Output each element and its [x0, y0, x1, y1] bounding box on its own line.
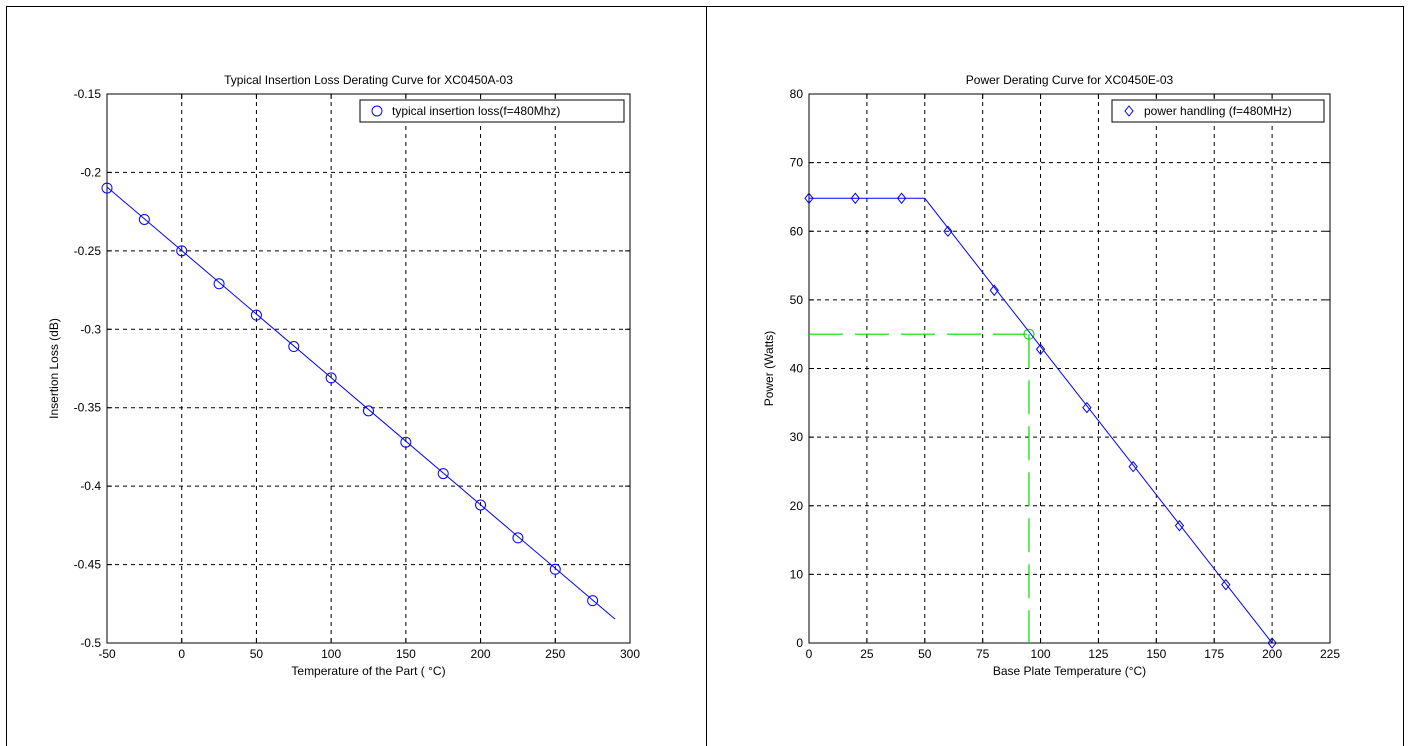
legend-marker: [371, 105, 383, 117]
y-tick-label: 30: [790, 430, 804, 444]
data-point-marker: [989, 284, 999, 297]
x-tick-label: 50: [250, 647, 264, 661]
x-tick-label: 200: [1262, 647, 1282, 661]
data-point-marker: [138, 213, 150, 225]
x-tick-label: 100: [321, 647, 341, 661]
data-point-marker: [512, 532, 524, 544]
x-tick-label: 25: [860, 647, 874, 661]
y-tick-label: 10: [790, 567, 804, 581]
legend-box: [359, 99, 625, 123]
data-point-marker: [1128, 460, 1138, 473]
data-point-marker: [850, 192, 860, 205]
power-derating-chart: Power Derating Curve for XC0450E-03 0 25 50…: [762, 73, 1340, 678]
x-tick-label: 50: [918, 647, 932, 661]
reference-point: [1023, 328, 1035, 340]
legend-label: typical insertion loss(f=480Mhz): [392, 104, 560, 118]
data-point-marker: [325, 372, 337, 384]
y-tick-label: -0.15: [74, 87, 102, 101]
x-tick-label: 200: [471, 647, 491, 661]
x-tick-label: 250: [545, 647, 565, 661]
data-point-marker: [804, 192, 814, 205]
series-line: [106, 186, 616, 620]
legend-marker: [1124, 105, 1134, 117]
x-tick-label: 150: [1146, 647, 1166, 661]
data-point-marker: [1267, 637, 1277, 649]
data-point-marker: [943, 225, 953, 238]
data-point-marker: [1174, 519, 1185, 532]
data-point-marker: [896, 192, 907, 205]
x-tick-label: 125: [1088, 647, 1108, 661]
data-point-marker: [1082, 401, 1092, 414]
x-tick-label: 150: [396, 647, 416, 661]
y-tick-label: 50: [790, 293, 804, 307]
x-tick-label: 100: [1031, 647, 1051, 661]
legend-box: [1111, 99, 1325, 123]
x-tick-label: -50: [98, 647, 116, 661]
x-axis-label: Temperature of the Part ( °C): [291, 664, 445, 678]
data-point-marker: [475, 499, 487, 511]
y-axis-label: Power (Watts): [762, 331, 776, 407]
chart-title: Typical Insertion Loss Derating Curve fo…: [224, 73, 513, 87]
data-point-marker: [101, 182, 113, 194]
x-tick-label: 225: [1320, 647, 1340, 661]
y-tick-label: -0.5: [80, 636, 101, 650]
data-point-marker: [587, 595, 599, 607]
data-point-marker: [1035, 343, 1046, 356]
legend-label: power handling (f=480MHz): [1144, 104, 1292, 118]
data-point-marker: [1221, 578, 1231, 591]
data-point-marker: [213, 278, 225, 290]
x-axis-label: Base Plate Temperature (°C): [993, 664, 1146, 678]
x-tick-label: 175: [1204, 647, 1224, 661]
x-tick-label: 0: [806, 647, 813, 661]
data-point-marker: [437, 468, 449, 480]
y-tick-label: -0.3: [80, 322, 101, 336]
panel-divider: [706, 6, 707, 746]
y-tick-label: -0.25: [74, 244, 102, 258]
x-tick-label: 300: [620, 647, 640, 661]
data-point-marker: [363, 405, 374, 417]
y-tick-label: 60: [790, 224, 804, 238]
y-tick-label: -0.45: [74, 558, 102, 572]
insertion-loss-chart: Typical Insertion Loss Derating Curve fo…: [47, 73, 640, 678]
plot-area-border: [106, 93, 631, 644]
data-point-marker: [250, 309, 262, 321]
y-tick-label: 20: [790, 499, 804, 513]
y-tick-label: 0: [796, 636, 803, 650]
x-tick-label: 75: [976, 647, 990, 661]
y-axis-label: Insertion Loss (dB): [47, 318, 61, 419]
series-line: [809, 197, 1273, 644]
data-point-marker: [176, 245, 188, 257]
y-tick-label: -0.4: [80, 479, 101, 493]
data-point-marker: [288, 341, 300, 353]
y-tick-label: 70: [790, 156, 804, 170]
chart-title: Power Derating Curve for XC0450E-03: [966, 73, 1174, 87]
y-tick-label: 80: [790, 87, 804, 101]
x-tick-label: 0: [178, 647, 185, 661]
outer-frame: [6, 6, 1404, 746]
y-tick-label: -0.35: [74, 401, 102, 415]
data-point-marker: [549, 563, 561, 575]
y-tick-label: -0.2: [80, 165, 101, 179]
y-tick-label: 40: [790, 362, 804, 376]
data-point-marker: [400, 436, 412, 448]
